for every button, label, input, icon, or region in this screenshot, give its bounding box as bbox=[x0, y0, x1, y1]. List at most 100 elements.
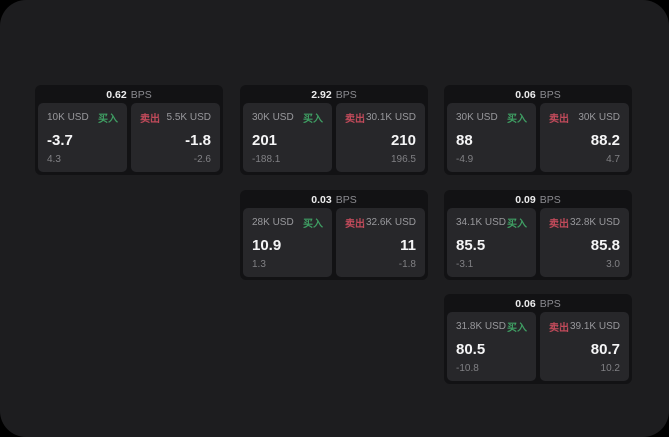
sell-price: 210 bbox=[390, 131, 416, 149]
bps-unit: BPS bbox=[539, 194, 561, 206]
quote-card: 0.06 BPS 31.8K USD 买入 80.5 -10.8 卖出 39.1… bbox=[444, 294, 632, 384]
quote-panels: 31.8K USD 买入 80.5 -10.8 卖出 39.1K USD 80.… bbox=[444, 312, 632, 384]
spread-header: 0.03 BPS bbox=[240, 190, 428, 208]
buy-panel[interactable]: 34.1K USD 买入 85.5 -3.1 bbox=[447, 208, 536, 277]
sell-amount: 30.1K USD bbox=[365, 112, 416, 123]
sell-amount: 30K USD bbox=[578, 112, 620, 123]
quote-card: 0.06 BPS 30K USD 买入 88 -4.9 卖出 30K USD bbox=[444, 85, 632, 175]
bps-unit: BPS bbox=[335, 194, 357, 206]
buy-price: 88 bbox=[456, 131, 473, 149]
buy-sub-value: -10.8 bbox=[456, 363, 479, 374]
quote-card: 0.03 BPS 28K USD 买入 10.9 1.3 卖出 32.6K US… bbox=[240, 190, 428, 280]
buy-panel-top: 28K USD 买入 bbox=[252, 215, 323, 230]
sell-panel-top: 卖出 30K USD bbox=[549, 110, 620, 125]
buy-panel-top: 30K USD 买入 bbox=[252, 110, 323, 125]
sell-panel-top: 卖出 39.1K USD bbox=[549, 319, 620, 334]
buy-amount: 28K USD bbox=[252, 217, 294, 228]
sell-panel[interactable]: 卖出 30K USD 88.2 4.7 bbox=[540, 103, 629, 172]
buy-panel[interactable]: 30K USD 买入 88 -4.9 bbox=[447, 103, 536, 172]
sell-sub-value: 3.0 bbox=[606, 259, 620, 270]
buy-panel[interactable]: 28K USD 买入 10.9 1.3 bbox=[243, 208, 332, 277]
buy-panel-top: 31.8K USD 买入 bbox=[456, 319, 527, 334]
buy-price: 85.5 bbox=[456, 236, 486, 254]
buy-panel[interactable]: 10K USD 买入 -3.7 4.3 bbox=[38, 103, 127, 172]
quote-panels: 28K USD 买入 10.9 1.3 卖出 32.6K USD 11 -1.8 bbox=[240, 208, 428, 280]
spread-header: 2.92 BPS bbox=[240, 85, 428, 103]
sell-amount: 5.5K USD bbox=[166, 112, 211, 123]
sell-panel[interactable]: 卖出 5.5K USD -1.8 -2.6 bbox=[131, 103, 220, 172]
sell-price: 80.7 bbox=[590, 340, 620, 358]
buy-price: -3.7 bbox=[47, 131, 73, 149]
sell-sub-value: -1.8 bbox=[398, 259, 416, 270]
buy-price: 10.9 bbox=[252, 236, 282, 254]
sell-label: 卖出 bbox=[345, 219, 365, 230]
bps-unit: BPS bbox=[335, 89, 357, 101]
buy-sub-value: 4.3 bbox=[47, 154, 61, 165]
buy-sub-value: -4.9 bbox=[456, 154, 474, 165]
sell-panel-top: 卖出 32.8K USD bbox=[549, 215, 620, 230]
buy-sub-value: -188.1 bbox=[252, 154, 281, 165]
sell-price: -1.8 bbox=[185, 131, 211, 149]
buy-price: 201 bbox=[252, 131, 278, 149]
bps-value: 0.06 bbox=[515, 298, 536, 310]
sell-label: 卖出 bbox=[140, 114, 160, 125]
bps-value: 0.06 bbox=[515, 89, 536, 101]
sell-panel-top: 卖出 5.5K USD bbox=[140, 110, 211, 125]
buy-panel-top: 34.1K USD 买入 bbox=[456, 215, 527, 230]
sell-label: 卖出 bbox=[549, 323, 569, 334]
sell-label: 卖出 bbox=[549, 219, 569, 230]
buy-sub-value: -3.1 bbox=[456, 259, 474, 270]
sell-amount: 32.8K USD bbox=[569, 217, 620, 228]
buy-panel[interactable]: 30K USD 买入 201 -188.1 bbox=[243, 103, 332, 172]
buy-amount: 31.8K USD bbox=[456, 321, 507, 332]
spread-header: 0.06 BPS bbox=[444, 85, 632, 103]
sell-amount: 39.1K USD bbox=[569, 321, 620, 332]
quote-card: 0.09 BPS 34.1K USD 买入 85.5 -3.1 卖出 32.8K… bbox=[444, 190, 632, 280]
bps-value: 2.92 bbox=[311, 89, 332, 101]
buy-amount: 30K USD bbox=[456, 112, 498, 123]
spread-header: 0.62 BPS bbox=[35, 85, 223, 103]
spread-header: 0.06 BPS bbox=[444, 294, 632, 312]
buy-label: 买入 bbox=[303, 219, 323, 230]
quote-card: 2.92 BPS 30K USD 买入 201 -188.1 卖出 30.1K … bbox=[240, 85, 428, 175]
buy-sub-value: 1.3 bbox=[252, 259, 266, 270]
quote-card: 0.62 BPS 10K USD 买入 -3.7 4.3 卖出 5.5K USD bbox=[35, 85, 223, 175]
buy-label: 买入 bbox=[303, 114, 323, 125]
bps-value: 0.03 bbox=[311, 194, 332, 206]
sell-price: 11 bbox=[400, 236, 416, 254]
quote-panels: 34.1K USD 买入 85.5 -3.1 卖出 32.8K USD 85.8… bbox=[444, 208, 632, 280]
bps-unit: BPS bbox=[539, 298, 561, 310]
buy-amount: 30K USD bbox=[252, 112, 294, 123]
sell-panel[interactable]: 卖出 39.1K USD 80.7 10.2 bbox=[540, 312, 629, 381]
bps-value: 0.62 bbox=[106, 89, 127, 101]
sell-sub-value: 196.5 bbox=[390, 154, 416, 165]
bps-unit: BPS bbox=[130, 89, 152, 101]
spread-header: 0.09 BPS bbox=[444, 190, 632, 208]
quote-panels: 30K USD 买入 88 -4.9 卖出 30K USD 88.2 4.7 bbox=[444, 103, 632, 175]
bps-unit: BPS bbox=[539, 89, 561, 101]
sell-amount: 32.6K USD bbox=[365, 217, 416, 228]
buy-label: 买入 bbox=[507, 219, 527, 230]
buy-amount: 10K USD bbox=[47, 112, 89, 123]
sell-sub-value: 10.2 bbox=[600, 363, 620, 374]
sell-sub-value: -2.6 bbox=[193, 154, 211, 165]
buy-panel-top: 30K USD 买入 bbox=[456, 110, 527, 125]
buy-panel-top: 10K USD 买入 bbox=[47, 110, 118, 125]
sell-panel[interactable]: 卖出 32.6K USD 11 -1.8 bbox=[336, 208, 425, 277]
sell-price: 88.2 bbox=[590, 131, 620, 149]
buy-amount: 34.1K USD bbox=[456, 217, 507, 228]
sell-label: 卖出 bbox=[549, 114, 569, 125]
sell-panel-top: 卖出 32.6K USD bbox=[345, 215, 416, 230]
sell-sub-value: 4.7 bbox=[606, 154, 620, 165]
buy-panel[interactable]: 31.8K USD 买入 80.5 -10.8 bbox=[447, 312, 536, 381]
sell-price: 85.8 bbox=[590, 236, 620, 254]
sell-panel[interactable]: 卖出 32.8K USD 85.8 3.0 bbox=[540, 208, 629, 277]
sell-panel[interactable]: 卖出 30.1K USD 210 196.5 bbox=[336, 103, 425, 172]
quote-panels: 10K USD 买入 -3.7 4.3 卖出 5.5K USD -1.8 -2.… bbox=[35, 103, 223, 175]
buy-label: 买入 bbox=[507, 323, 527, 334]
sell-label: 卖出 bbox=[345, 114, 365, 125]
buy-label: 买入 bbox=[98, 114, 118, 125]
buy-price: 80.5 bbox=[456, 340, 486, 358]
